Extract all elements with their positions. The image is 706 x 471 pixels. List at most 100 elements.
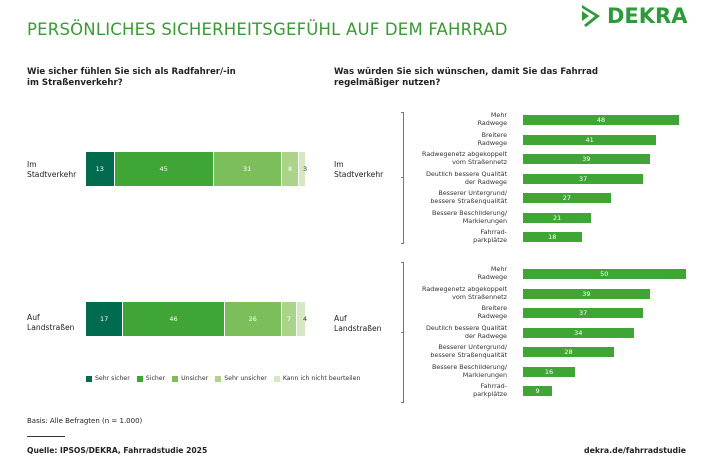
- bar-category-label: Radwegenetz abgekoppelt vom Straßennetz: [327, 285, 507, 301]
- data-label: 34: [574, 328, 583, 337]
- bar-segment-sehr-unsicher: 7: [281, 302, 298, 336]
- legend-swatch: [215, 375, 222, 382]
- right-question-line: regelmäßiger nutzen?: [334, 78, 441, 88]
- bar: 9: [523, 386, 553, 396]
- left-question-line: Wie sicher fühlen Sie sich als Radfahrer…: [27, 67, 236, 77]
- legend-label: Unsicher: [181, 375, 209, 382]
- label-line: Auf: [334, 314, 347, 323]
- label-line: Landstraßen: [27, 322, 75, 332]
- label-line: Markierungen: [462, 370, 507, 379]
- bar: 27: [523, 193, 611, 203]
- legend-item: Sehr unsicher: [215, 375, 267, 382]
- axis-tick: [401, 243, 404, 244]
- label-line: Fahrrad-: [480, 382, 507, 390]
- legend-swatch: [136, 375, 143, 382]
- data-label: 37: [578, 309, 588, 317]
- bar-category-label: Radwegenetz abgekoppelt vom Straßennetz: [327, 150, 507, 166]
- legend-label: Sicher: [145, 375, 166, 382]
- bar: 39: [523, 288, 650, 299]
- bar-segment-unsicher: 31: [213, 152, 282, 186]
- legend-swatch: [172, 375, 179, 382]
- right-group-label: Auf Landstraßen: [334, 314, 382, 333]
- legend-swatch: [273, 375, 280, 382]
- axis-tick: [401, 112, 404, 113]
- bar-category-label: Deutlich bessere Qualität der Radwege: [327, 170, 507, 186]
- data-label: 41: [585, 135, 594, 144]
- bar-segment-sicher: 46: [123, 302, 225, 336]
- bar-category-label: Fahrrad-parkplätze: [327, 382, 507, 398]
- bar: 37: [523, 308, 644, 318]
- label-line: Bessere Beschilderung/: [431, 208, 507, 217]
- label-line: Radwege: [477, 138, 507, 147]
- bar: 37: [523, 173, 644, 184]
- dekra-logo-icon: [582, 5, 600, 27]
- left-category-label: Auf Landstraßen: [27, 313, 75, 332]
- bar-category-label: Deutlich bessere Qualität der Radwege: [327, 324, 507, 340]
- data-label: 8: [288, 165, 293, 173]
- legend-item: Sehr sicher: [86, 375, 130, 382]
- label-line: parkplätze: [473, 390, 507, 398]
- bar: 18: [523, 232, 582, 242]
- data-label: 7: [286, 315, 292, 323]
- label-line: Breitere: [481, 304, 507, 312]
- label-line: der Radwege: [464, 177, 507, 186]
- data-label: 13: [95, 165, 104, 173]
- divider: [27, 436, 65, 437]
- bar-category-label: Bessere Beschilderung/Markierungen: [327, 209, 507, 225]
- bar: 41: [523, 134, 657, 145]
- axis-tick: [401, 332, 404, 333]
- label-line: Radwege: [477, 312, 507, 320]
- data-label: 46: [169, 315, 178, 323]
- label-line: bessere Straßenqualität: [430, 351, 507, 359]
- bar: 50: [523, 269, 686, 279]
- bar-segment-unsicher: 26: [224, 302, 282, 336]
- data-label: 50: [600, 270, 609, 278]
- label-line: Besserer Untergrund/: [438, 343, 507, 351]
- data-label: 39: [582, 289, 591, 298]
- label-line: Radwege: [477, 273, 507, 281]
- data-label: 37: [578, 174, 588, 183]
- dekra-logo: DEKRA: [580, 3, 687, 29]
- label-line: parkplätze: [473, 236, 507, 244]
- data-label: 39: [582, 155, 591, 163]
- data-label: 16: [544, 367, 554, 376]
- data-label: 4: [302, 315, 308, 323]
- legend-label: Kann ich nicht beurteilen: [282, 375, 361, 382]
- bar: 16: [523, 366, 575, 377]
- bar-category-label: Breitere Radwege: [327, 131, 507, 147]
- legend-swatch: [86, 375, 92, 382]
- label-line: Landstraßen: [334, 323, 382, 333]
- label-line: Im: [334, 160, 344, 169]
- data-label: 9: [535, 387, 540, 395]
- right-question-line: Was würden Sie sich wünschen, damit Sie …: [334, 67, 599, 77]
- left-question-line: im Straßenverkehr?: [27, 78, 123, 88]
- label-line: Radwege: [477, 119, 507, 127]
- right-group-label: Im Stadtverkehr: [334, 160, 383, 179]
- label-line: Deutlich bessere Qualität: [425, 323, 507, 332]
- legend-item: Sicher: [136, 375, 166, 382]
- page-title: PERSÖNLICHES SICHERHEITSGEFÜHL AUF DEM F…: [27, 20, 508, 39]
- legend-label: Sehr sicher: [95, 375, 130, 382]
- right-question: Was würden Sie sich wünschen, damit Sie …: [334, 67, 598, 89]
- label-line: Mehr: [490, 111, 507, 119]
- label-line: Stadtverkehr: [27, 169, 77, 179]
- data-label: 17: [100, 315, 109, 323]
- bar-segment-sehr-sicher: 17: [86, 302, 124, 336]
- data-label: 28: [564, 348, 573, 356]
- label-line: Radwegenetz abgekoppelt: [422, 150, 507, 158]
- data-label: 26: [248, 315, 257, 323]
- bar-segment-sicher: 45: [114, 152, 214, 186]
- label-line: Deutlich bessere Qualität: [425, 169, 507, 178]
- bar-category-label: Fahrrad-parkplätze: [327, 228, 507, 244]
- bar-segment-sehr-unsicher: 8: [281, 152, 300, 186]
- data-label: 31: [243, 165, 252, 173]
- bar-segment-sehr-sicher: 13: [86, 152, 115, 186]
- bar-category-label: Breitere Radwege: [327, 304, 507, 320]
- source-url[interactable]: dekra.de/fahrradstudie: [584, 446, 687, 455]
- bar-segment-kann-ich-nicht-beurteilen: 4: [297, 302, 308, 336]
- label-line: Besserer Untergrund/: [438, 189, 507, 197]
- data-label: 45: [159, 165, 168, 173]
- data-label: 3: [302, 165, 308, 173]
- left-question: Wie sicher fühlen Sie sich als Radfahrer…: [27, 67, 236, 89]
